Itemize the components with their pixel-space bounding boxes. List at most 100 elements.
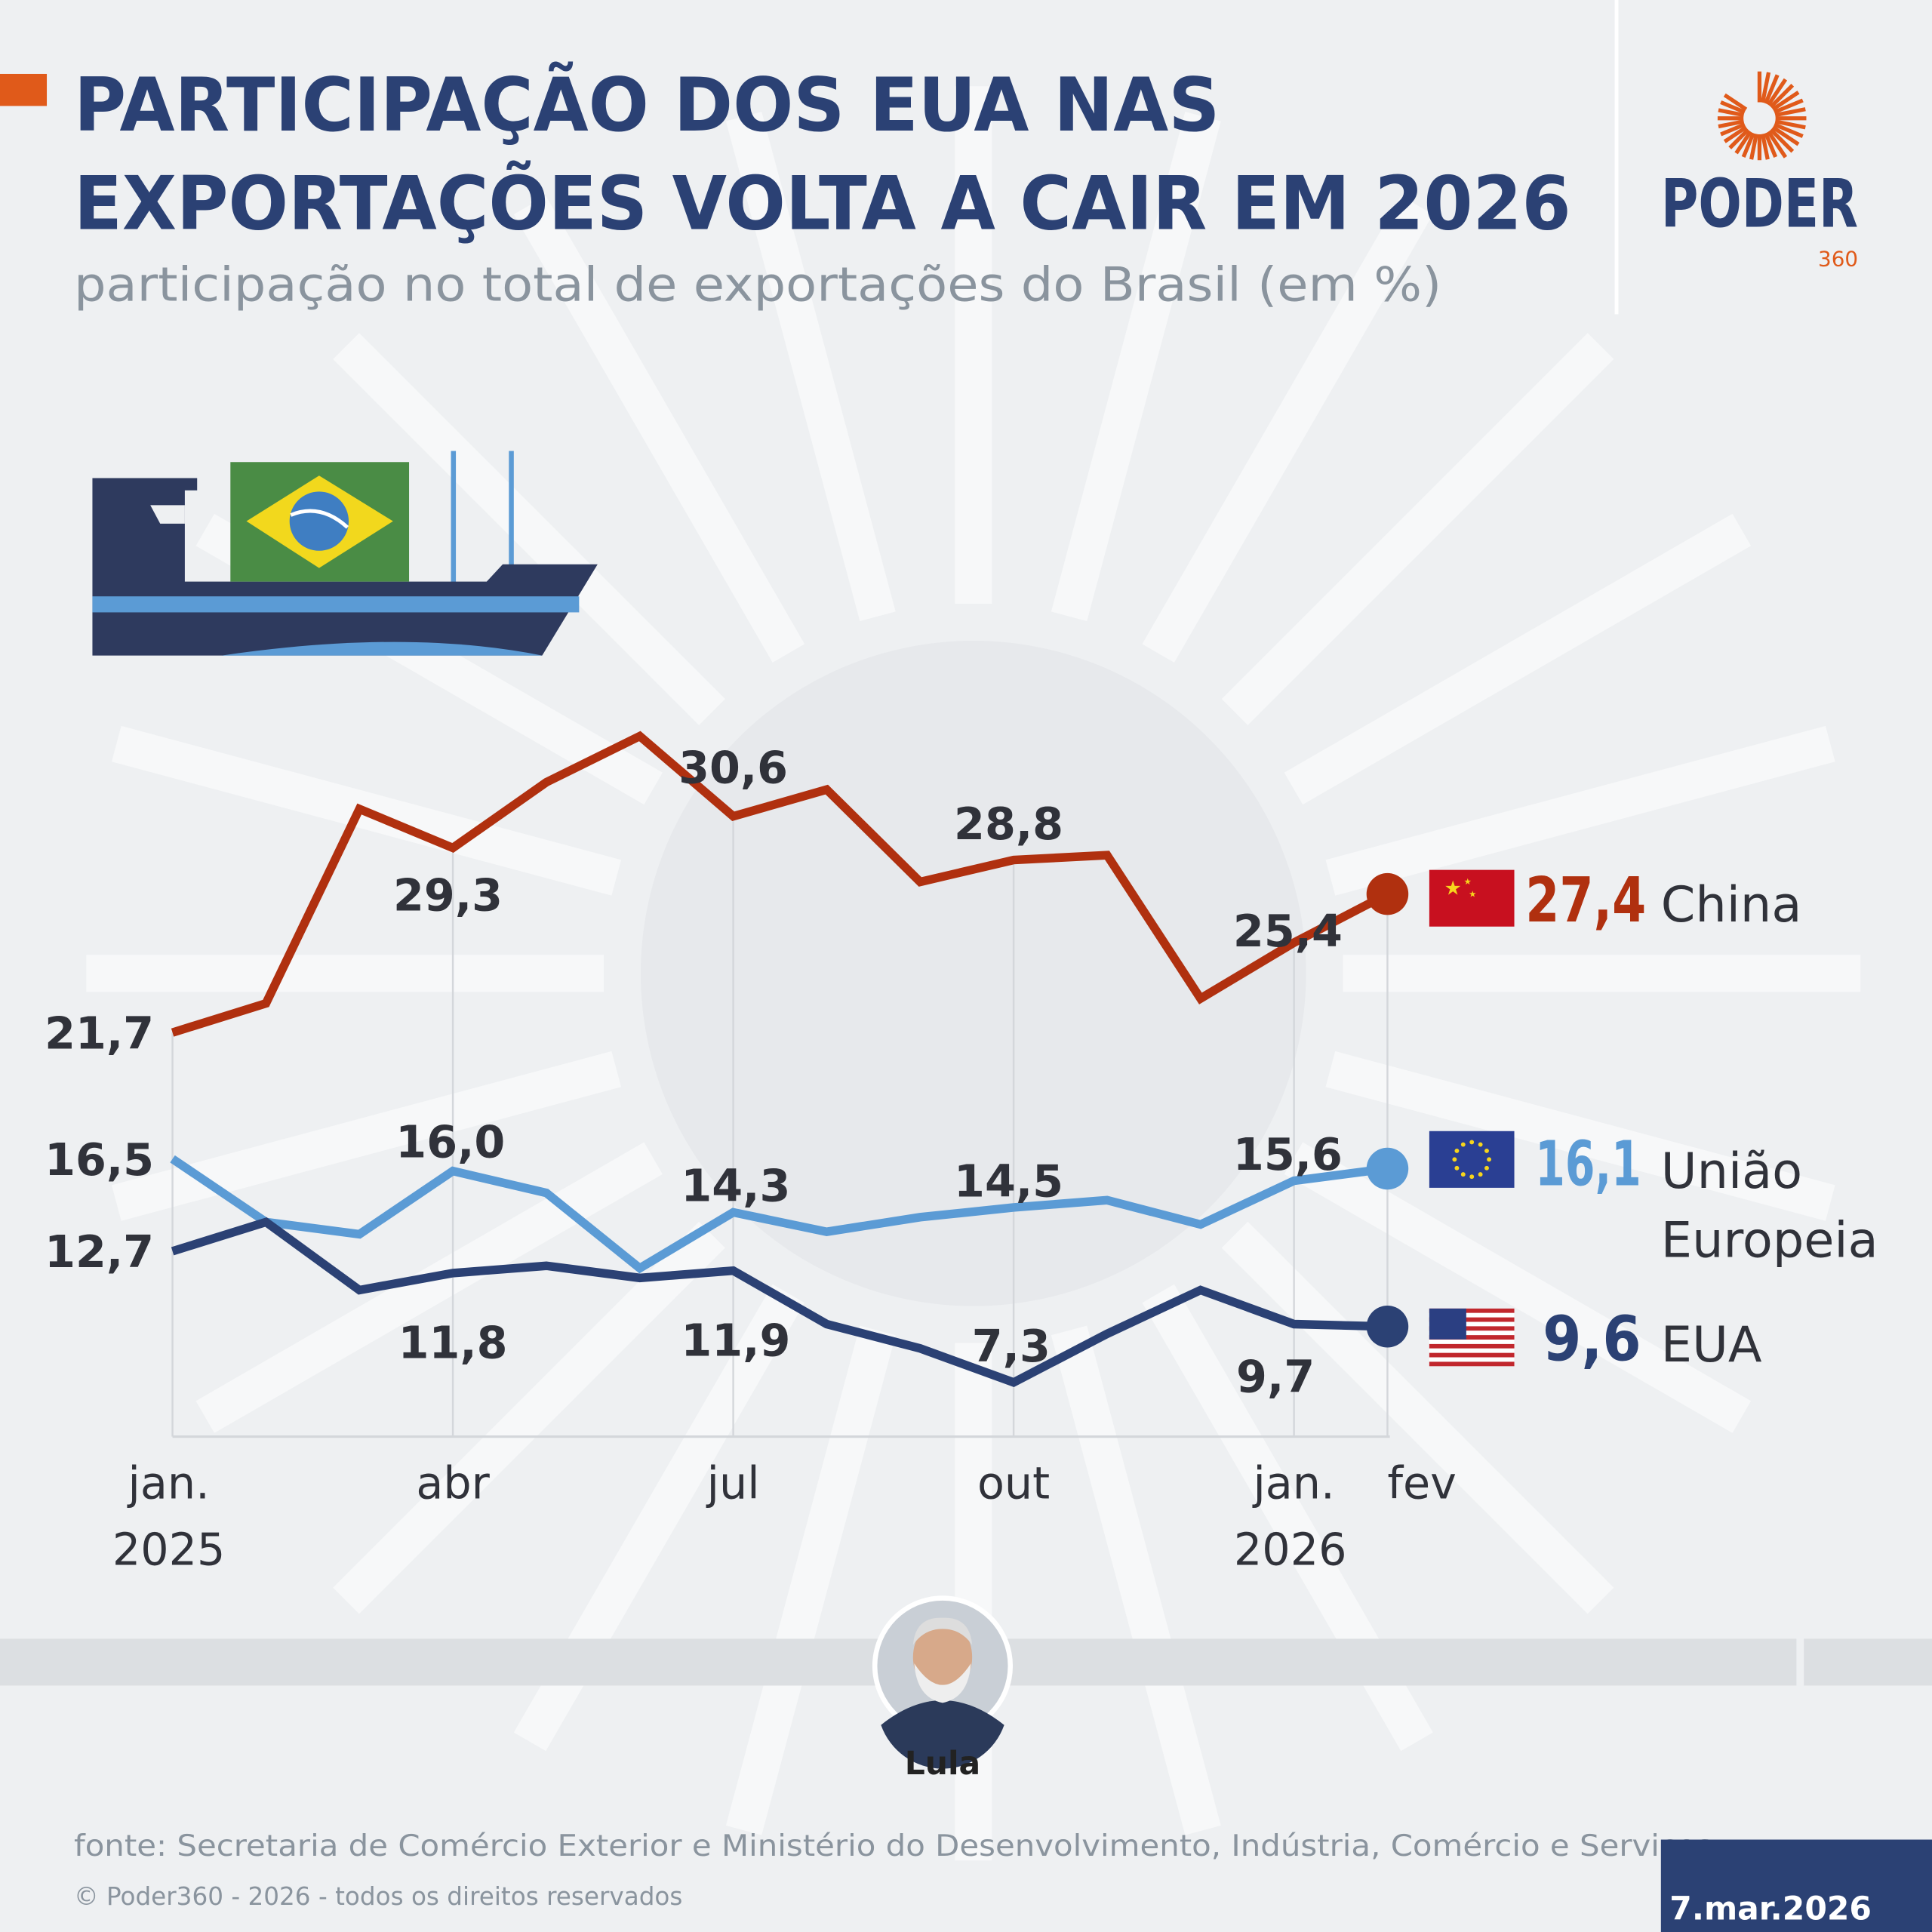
logo-text: PODER <box>1661 165 1858 242</box>
source-text: fonte: Secretaria de Comércio Exterior e… <box>74 1829 1712 1863</box>
data-label: 15,6 <box>1233 1128 1343 1180</box>
usa-end-value: 9,6 <box>1543 1303 1641 1375</box>
eu-flag-icon <box>1429 1131 1515 1188</box>
flag-stripe <box>1429 1335 1515 1340</box>
x-tick-labels: jan. 2025 abr jul out jan. 2026 fev <box>112 1457 1457 1575</box>
logo-ray <box>1774 107 1806 118</box>
flag-stripe <box>1429 1308 1515 1313</box>
sunburst-ray <box>1325 725 1835 896</box>
series-line-2 <box>171 1217 1388 1388</box>
x-tick-label: jan. <box>127 1457 210 1509</box>
sunburst-ray <box>1325 1051 1835 1221</box>
x-tick-label: jul <box>706 1457 760 1509</box>
data-label: 28,8 <box>954 798 1063 850</box>
sunburst-ray <box>1142 195 1433 663</box>
data-label: 25,4 <box>1233 905 1343 957</box>
logo-ray <box>1718 108 1745 118</box>
us-flag-icon <box>1429 1308 1515 1367</box>
flag-stripe <box>1429 1326 1515 1331</box>
svg-text:★: ★ <box>1444 877 1461 900</box>
logo-ray <box>1734 130 1752 155</box>
series-line-0 <box>171 731 1390 1037</box>
eu-star <box>1484 1165 1489 1171</box>
sunburst-ray <box>725 112 896 622</box>
legend-china: ★ ★ ★ 27,4 China <box>1429 865 1801 937</box>
flag-stripe <box>1429 1331 1515 1336</box>
x-tick-label-year: 2026 <box>1234 1523 1347 1575</box>
logo-ray <box>1767 130 1788 158</box>
poder360-logo[interactable]: PODER 360 <box>1661 71 1858 272</box>
series-line-1 <box>170 1155 1389 1274</box>
data-labels: 21,7 29,3 30,6 28,8 25,4 16,5 16,0 14,3 14,5 15,6… <box>45 742 1343 1403</box>
sunburst-ray <box>112 1051 622 1221</box>
x-tick-label-year: 2025 <box>112 1523 226 1575</box>
data-label: 7,3 <box>972 1320 1051 1372</box>
logo-ray <box>1771 91 1800 112</box>
logo-ray <box>1720 122 1746 137</box>
logo-ray <box>1749 134 1758 160</box>
logo-ray <box>1769 84 1795 109</box>
data-label: 14,3 <box>681 1160 790 1212</box>
logo-ray <box>1774 122 1804 138</box>
series-end-marker-2 <box>1366 1305 1409 1348</box>
x-tick-label: jan. <box>1251 1457 1334 1509</box>
sunburst-ray <box>1051 1325 1221 1835</box>
svg-text:★: ★ <box>1464 876 1472 887</box>
date-badge <box>1660 1839 1932 1932</box>
usa-legend-name: EUA <box>1661 1316 1762 1374</box>
sunburst-ray <box>1284 1142 1752 1433</box>
eu-star <box>1469 1140 1475 1145</box>
title-line-2: EXPORTAÇÕES VOLTA A CAIR EM 2026 <box>74 160 1571 248</box>
eu-end-value: 16,1 <box>1535 1129 1641 1201</box>
data-label: 16,0 <box>395 1116 505 1168</box>
title-line-1: PARTICIPAÇÃO DOS EUA NAS <box>74 61 1220 149</box>
series-end-marker-1 <box>1366 1147 1409 1190</box>
eu-star <box>1460 1142 1466 1147</box>
sunburst-ray <box>513 195 805 663</box>
data-label: 16,5 <box>45 1134 154 1186</box>
flag-stripe <box>1429 1340 1515 1344</box>
x-tick-label: fev <box>1387 1457 1457 1509</box>
china-flag-icon: ★ ★ ★ <box>1429 869 1515 927</box>
cargo-ship-illustration <box>92 451 598 656</box>
sunburst-ray <box>1221 333 1614 725</box>
sunburst-ray <box>1221 1221 1614 1614</box>
data-label: 21,7 <box>45 1007 154 1059</box>
accent-bar <box>0 73 48 106</box>
logo-ray <box>1761 72 1771 103</box>
sun-logo-icon <box>1717 71 1807 161</box>
eu-star <box>1460 1172 1466 1177</box>
data-label: 30,6 <box>678 742 788 794</box>
eu-legend-name-2: Europeia <box>1661 1211 1878 1269</box>
flag-stripe <box>1429 1357 1515 1362</box>
data-label: 29,3 <box>393 869 503 921</box>
copyright-text: © Poder360 - 2026 - todos os direitos re… <box>74 1882 682 1911</box>
logo-ray <box>1774 98 1804 115</box>
data-label: 9,7 <box>1236 1350 1315 1402</box>
eu-star <box>1454 1165 1460 1171</box>
flag-canton <box>1429 1308 1466 1340</box>
logo-ray <box>1767 78 1788 106</box>
sunburst-ray <box>195 1142 663 1433</box>
data-label: 11,8 <box>398 1317 508 1369</box>
person-name: Lula <box>905 1746 980 1783</box>
logo-suffix: 360 <box>1818 247 1858 272</box>
flag-stripe <box>1429 1312 1515 1318</box>
logo-ray <box>1741 132 1755 158</box>
data-label: 12,7 <box>45 1226 154 1278</box>
x-tick-label: out <box>977 1457 1050 1509</box>
logo-ray <box>1720 100 1746 115</box>
logo-ray <box>1764 132 1778 158</box>
eu-star <box>1454 1148 1460 1153</box>
sunburst-ray <box>333 333 725 725</box>
sunburst-ray <box>333 1221 725 1614</box>
eu-star <box>1478 1172 1483 1177</box>
eu-star <box>1484 1148 1489 1153</box>
eu-legend-name-1: União <box>1661 1143 1802 1200</box>
flag-stripe <box>1429 1348 1515 1353</box>
flag-stripe <box>1429 1352 1515 1358</box>
data-label: 14,5 <box>954 1155 1063 1207</box>
brazil-flag-icon <box>230 462 410 582</box>
